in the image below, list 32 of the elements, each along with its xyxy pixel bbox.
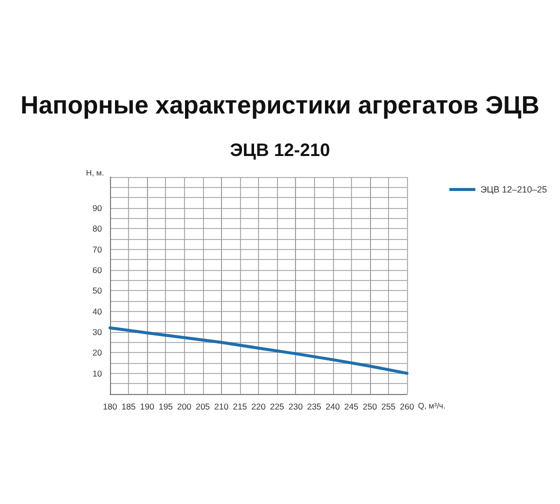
- y-tick-label: 10: [92, 368, 102, 378]
- y-tick-label: 60: [92, 265, 102, 275]
- x-tick-label: 205: [196, 402, 210, 412]
- x-tick-label: 180: [102, 402, 118, 412]
- x-tick-label: 215: [232, 402, 248, 412]
- x-tick-label: 220: [251, 402, 266, 412]
- x-tick-label: 245: [344, 402, 359, 412]
- y-tick-label: 70: [92, 244, 102, 254]
- x-tick-label: 185: [121, 402, 136, 412]
- x-tick-label: 260: [400, 402, 414, 412]
- x-axis-title: Q, м³/ч.: [418, 402, 446, 410]
- x-tick-label: 235: [307, 402, 322, 412]
- y-tick-label: 50: [92, 286, 102, 296]
- x-tick-label: 250: [362, 402, 378, 412]
- x-tick-label: 190: [140, 402, 154, 412]
- y-tick-label: 20: [92, 348, 102, 358]
- y-tick-label: 30: [92, 327, 102, 337]
- x-tick-label: 240: [326, 402, 340, 412]
- x-tick-label: 230: [288, 402, 303, 412]
- chart-subtitle: ЭЦВ 12-210: [230, 140, 330, 160]
- y-tick-label: 80: [92, 224, 102, 234]
- x-tick-label: 255: [381, 402, 396, 412]
- y-axis-title: H, м.: [86, 168, 104, 178]
- legend-label: ЭЦВ 12–210–25: [480, 184, 548, 194]
- x-tick-label: 195: [158, 402, 174, 412]
- x-tick-label: 200: [177, 402, 192, 412]
- line-series: [108, 326, 408, 375]
- y-tick-label: 90: [92, 203, 102, 213]
- y-tick-label: 40: [92, 306, 102, 316]
- x-tick-label: 210: [214, 402, 229, 412]
- chart-title: Напорные характеристики агрегатов ЭЦВ: [20, 92, 540, 120]
- x-tick-label: 225: [270, 402, 284, 412]
